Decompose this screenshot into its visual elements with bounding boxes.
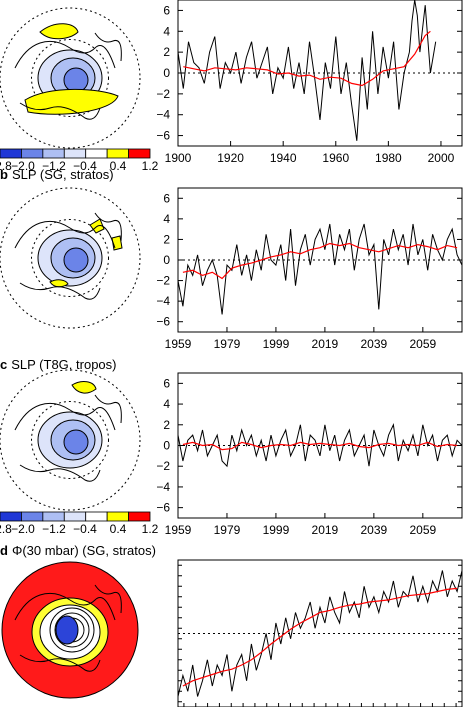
polar-map-2	[0, 369, 141, 511]
x-tick-label-2: 2039	[361, 523, 388, 537]
colorbar-tick-label: 1.2	[142, 159, 159, 173]
y-tick-label-0: −6	[156, 129, 170, 143]
smoothed-series-line-0	[183, 30, 431, 87]
smoothed-series-line-1	[182, 242, 458, 280]
colorbar-cell	[106, 511, 129, 522]
map-coastline	[14, 32, 122, 120]
map-contour-inner	[63, 429, 89, 455]
polar-map-1	[0, 187, 141, 329]
x-tick-label-2: 2019	[312, 523, 339, 537]
polar-map-3	[1, 561, 139, 699]
map-coastline	[14, 584, 122, 672]
x-tick-label-0: 1980	[375, 151, 402, 165]
map-low-center	[55, 615, 79, 645]
raw-series-line-1	[177, 223, 463, 315]
colorbar-cell	[0, 511, 22, 522]
map-coastline	[14, 212, 122, 300]
colorbar-cell	[21, 511, 44, 522]
y-tick-label-2: −2	[156, 459, 170, 473]
colorbar-cell	[42, 148, 65, 159]
map-latitude-circle	[31, 219, 109, 297]
y-tick-label-0: 6	[163, 3, 170, 17]
panel-d-title: d Φ(30 mbar) (SG, stratos)	[0, 543, 156, 558]
y-tick-label-1: 0	[163, 253, 170, 267]
smoothed-series-line-3	[182, 587, 458, 687]
y-tick-label-0: 4	[163, 24, 170, 38]
y-tick-label-1: −2	[156, 274, 170, 288]
smoothed-series-line-2	[182, 441, 458, 451]
y-tick-label-0: −2	[156, 87, 170, 101]
colorbar-cell	[128, 511, 151, 522]
colorbar-cell	[63, 148, 87, 159]
raw-series-line-2	[177, 423, 463, 468]
y-tick-label-1: 4	[163, 212, 170, 226]
y-tick-label-0: 2	[163, 45, 170, 59]
x-tick-label-1: 1979	[214, 337, 241, 351]
x-tick-label-1: 1999	[263, 337, 290, 351]
map-contour-inner	[63, 67, 89, 93]
colorbar-cell	[21, 148, 44, 159]
x-tick-label-2: 2059	[409, 523, 436, 537]
map-coastline	[14, 394, 122, 482]
raw-series-line-0	[177, 0, 437, 141]
x-tick-label-1: 2059	[409, 337, 436, 351]
map-positive-anomaly	[39, 23, 79, 40]
colorbar-tick-label: −1.2	[42, 159, 66, 173]
y-tick-label-1: 6	[163, 191, 170, 205]
colorbar-cell	[106, 148, 129, 159]
map-positive-anomaly	[49, 279, 69, 288]
map-contour	[54, 612, 90, 648]
colorbar-tick-label: −2.8	[0, 522, 12, 536]
colorbar-tick-label: −0.4	[73, 159, 97, 173]
x-tick-label-2: 1959	[165, 523, 192, 537]
y-tick-label-2: 4	[163, 397, 170, 411]
y-tick-label-1: −6	[156, 315, 170, 329]
map-contour	[49, 607, 95, 653]
y-tick-label-2: 2	[163, 418, 170, 432]
x-tick-label-1: 2019	[312, 337, 339, 351]
colorbar-cell	[85, 511, 108, 522]
x-tick-label-0: 2000	[428, 151, 455, 165]
raw-series-line-3	[177, 570, 463, 697]
colorbar-cell	[128, 148, 151, 159]
x-tick-label-0: 1900	[165, 151, 192, 165]
y-tick-label-1: −4	[156, 294, 170, 308]
colorbar-cell	[0, 148, 22, 159]
colorbar-tick-label: −2.0	[11, 522, 35, 536]
colorbar-tick-label: 1.2	[142, 522, 159, 536]
y-tick-label-0: 0	[163, 66, 170, 80]
y-tick-label-0: −4	[156, 108, 170, 122]
x-tick-label-1: 1959	[165, 337, 192, 351]
colorbar-tick-label: 0.4	[110, 522, 127, 536]
map-contour-inner	[63, 247, 89, 273]
map-latitude-circle	[31, 401, 109, 479]
panel-b-title: b SLP (SG, stratos)	[0, 167, 114, 182]
colorbar-cell	[63, 511, 87, 522]
colorbar-tick-label: −2.8	[0, 159, 12, 173]
x-tick-label-2: 1999	[263, 523, 290, 537]
polar-map-0	[0, 7, 141, 149]
panel-c-title: c SLP (T8G, tropos)	[0, 357, 117, 372]
colorbar-tick-label: 0.4	[110, 159, 127, 173]
colorbar-cell	[85, 148, 108, 159]
map-positive-anomaly	[71, 381, 97, 394]
y-tick-label-2: −4	[156, 480, 170, 494]
y-tick-label-2: 6	[163, 376, 170, 390]
x-tick-label-1: 2039	[361, 337, 388, 351]
x-tick-label-0: 1960	[322, 151, 349, 165]
y-tick-label-2: 0	[163, 439, 170, 453]
map-latitude-circle	[31, 39, 109, 117]
colorbar-tick-label: −0.4	[73, 522, 97, 536]
y-tick-label-1: 2	[163, 232, 170, 246]
y-tick-label-2: −6	[156, 501, 170, 515]
x-tick-label-0: 1940	[270, 151, 297, 165]
colorbar-tick-label: −2.0	[11, 159, 35, 173]
x-tick-label-0: 1920	[217, 151, 244, 165]
colorbar-tick-label: −1.2	[42, 522, 66, 536]
colorbar-cell	[42, 511, 65, 522]
x-tick-label-2: 1979	[214, 523, 241, 537]
